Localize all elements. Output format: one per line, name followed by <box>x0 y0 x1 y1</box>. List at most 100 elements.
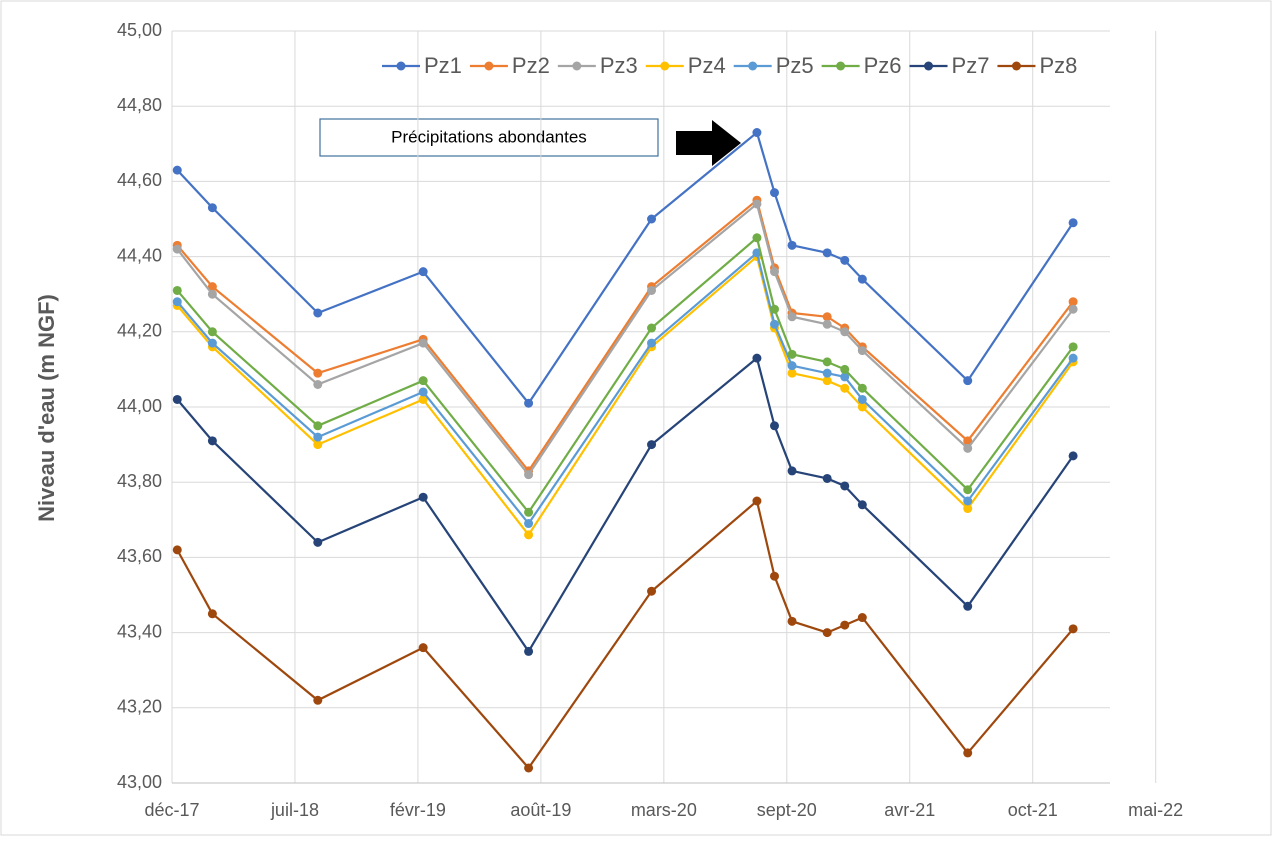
y-tick-label: 44,60 <box>117 170 162 190</box>
data-point <box>418 267 428 277</box>
legend-marker <box>1011 61 1021 71</box>
data-point <box>787 349 797 359</box>
data-point <box>840 481 850 491</box>
data-point <box>787 361 797 371</box>
data-point <box>172 545 182 555</box>
data-point <box>172 285 182 295</box>
data-point <box>418 338 428 348</box>
y-tick-label: 43,20 <box>117 697 162 717</box>
data-point <box>857 613 867 623</box>
x-tick-label: avr-21 <box>884 800 935 820</box>
x-tick-label: févr-19 <box>390 800 446 820</box>
data-point <box>769 571 779 581</box>
data-point <box>840 255 850 265</box>
data-point <box>822 376 832 386</box>
x-tick-label: mars-20 <box>631 800 697 820</box>
data-point <box>1068 624 1078 634</box>
data-point <box>769 267 779 277</box>
data-point <box>524 398 534 408</box>
data-point <box>769 188 779 198</box>
data-point <box>857 383 867 393</box>
data-point <box>769 421 779 431</box>
data-point <box>1068 451 1078 461</box>
data-point <box>172 297 182 307</box>
y-tick-label: 45,00 <box>117 20 162 40</box>
data-point <box>1068 297 1078 307</box>
data-point <box>207 327 217 337</box>
data-point <box>822 357 832 367</box>
data-point <box>313 440 323 450</box>
data-point <box>313 421 323 431</box>
data-point <box>207 203 217 213</box>
data-point <box>840 620 850 630</box>
data-point <box>857 394 867 404</box>
y-tick-label: 43,00 <box>117 772 162 792</box>
legend-label: Pz5 <box>776 53 814 78</box>
y-tick-label: 44,80 <box>117 95 162 115</box>
data-point <box>752 233 762 243</box>
y-tick-label: 44,20 <box>117 321 162 341</box>
y-axis-label: Niveau d'eau (m NGF) <box>34 294 59 522</box>
data-point <box>647 440 657 450</box>
legend-marker <box>748 61 758 71</box>
data-point <box>787 240 797 250</box>
x-tick-label: juil-18 <box>270 800 319 820</box>
data-point <box>963 436 973 446</box>
data-point <box>822 248 832 258</box>
data-point <box>313 432 323 442</box>
data-point <box>313 379 323 389</box>
data-point <box>647 586 657 596</box>
data-point <box>822 312 832 322</box>
data-point <box>172 394 182 404</box>
data-point <box>647 285 657 295</box>
legend-label: Pz3 <box>600 53 638 78</box>
data-point <box>207 289 217 299</box>
data-point <box>963 504 973 514</box>
data-point <box>840 372 850 382</box>
legend-label: Pz4 <box>688 53 726 78</box>
data-point <box>647 323 657 333</box>
data-point <box>418 387 428 397</box>
data-point <box>822 319 832 329</box>
data-point <box>647 214 657 224</box>
y-tick-label: 44,40 <box>117 245 162 265</box>
data-point <box>787 466 797 476</box>
data-point <box>787 312 797 322</box>
data-point <box>1068 304 1078 314</box>
data-point <box>857 500 867 510</box>
legend-label: Pz6 <box>864 53 902 78</box>
legend-label: Pz7 <box>952 53 990 78</box>
data-point <box>524 519 534 529</box>
data-point <box>963 496 973 506</box>
y-tick-label: 44,00 <box>117 396 162 416</box>
data-point <box>822 368 832 378</box>
data-point <box>769 304 779 314</box>
data-point <box>1068 342 1078 352</box>
data-point <box>787 368 797 378</box>
data-point <box>1068 218 1078 228</box>
data-point <box>787 616 797 626</box>
data-point <box>857 346 867 356</box>
data-point <box>418 492 428 502</box>
data-point <box>963 601 973 611</box>
data-point <box>524 470 534 480</box>
data-point <box>840 327 850 337</box>
data-point <box>418 394 428 404</box>
legend-label: Pz2 <box>512 53 550 78</box>
legend-marker <box>396 61 406 71</box>
data-point <box>207 338 217 348</box>
data-point <box>524 507 534 517</box>
data-point <box>840 383 850 393</box>
y-tick-label: 43,60 <box>117 546 162 566</box>
x-tick-label: déc-17 <box>144 800 199 820</box>
data-point <box>769 319 779 329</box>
data-point <box>752 496 762 506</box>
data-point <box>857 274 867 284</box>
data-point <box>752 128 762 138</box>
legend-marker <box>924 61 934 71</box>
data-point <box>963 485 973 495</box>
legend-marker <box>484 61 494 71</box>
data-point <box>418 643 428 653</box>
data-point <box>752 353 762 363</box>
